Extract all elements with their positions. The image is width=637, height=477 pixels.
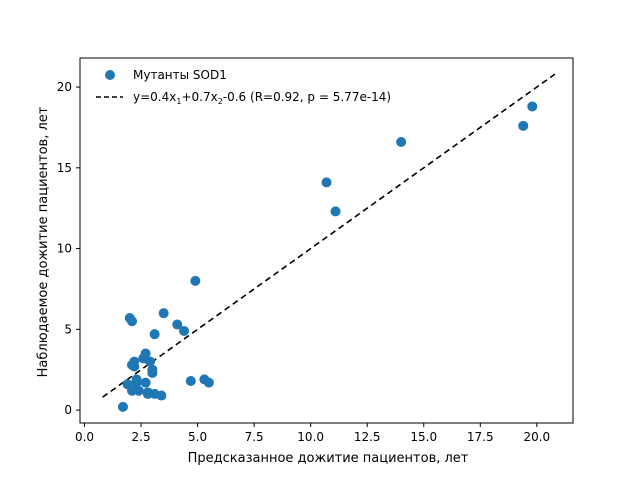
axes	[79, 57, 574, 424]
y-tick-label: 15	[57, 161, 72, 175]
x-tick-label: 15.0	[410, 430, 437, 444]
x-tick-label: 0.0	[75, 430, 94, 444]
data-point	[131, 377, 142, 388]
x-tick-label: 2.5	[132, 430, 151, 444]
axes-frame	[79, 57, 574, 424]
legend: Мутанты SOD1 y=0.4x1+0.7x2-0.6 (R=0.92, …	[96, 68, 391, 106]
data-point	[396, 136, 407, 147]
data-points	[117, 101, 538, 412]
data-point	[185, 376, 196, 387]
x-tick-label: 12.5	[354, 430, 381, 444]
data-point	[172, 319, 183, 330]
y-tick-label: 20	[57, 80, 72, 94]
legend-line-label: y=0.4x1+0.7x2-0.6 (R=0.92, p = 5.77e-14)	[133, 90, 391, 106]
data-point	[330, 206, 341, 217]
data-point	[203, 377, 214, 388]
y-axis-ticks: 0 5 10 15 20	[57, 80, 80, 417]
fit-line	[102, 73, 556, 398]
x-tick-label: 20.0	[523, 430, 550, 444]
y-tick-label: 10	[57, 242, 72, 256]
data-point	[149, 329, 160, 340]
data-point	[145, 356, 156, 367]
data-point	[321, 177, 332, 188]
data-point	[127, 316, 138, 327]
data-point	[117, 401, 128, 412]
data-point	[527, 101, 538, 112]
data-point	[190, 275, 201, 286]
y-axis-label: Наблюдаемое дожитие пациентов, лет	[36, 106, 51, 377]
data-point	[518, 120, 529, 131]
y-tick-label: 5	[64, 322, 72, 336]
data-point	[147, 367, 158, 378]
x-tick-label: 5.0	[188, 430, 207, 444]
x-axis-ticks: 0.0 2.5 5.0 7.5 10.0 12.5 15.0 17.5 20.0	[75, 423, 550, 444]
x-tick-label: 17.5	[467, 430, 494, 444]
data-point	[158, 308, 169, 319]
data-point	[127, 359, 138, 370]
y-tick-label: 0	[64, 403, 72, 417]
data-point	[140, 348, 151, 359]
legend-scatter-label: Мутанты SOD1	[133, 68, 227, 82]
data-point	[140, 377, 151, 388]
fit-line-group	[102, 73, 556, 398]
x-tick-label: 10.0	[297, 430, 324, 444]
data-point	[179, 325, 190, 336]
data-point	[156, 390, 167, 401]
x-axis-label: Предсказанное дожитие пациентов, лет	[188, 451, 469, 466]
data-point	[133, 385, 144, 396]
legend-scatter-marker	[105, 70, 115, 80]
x-tick-label: 7.5	[245, 430, 264, 444]
